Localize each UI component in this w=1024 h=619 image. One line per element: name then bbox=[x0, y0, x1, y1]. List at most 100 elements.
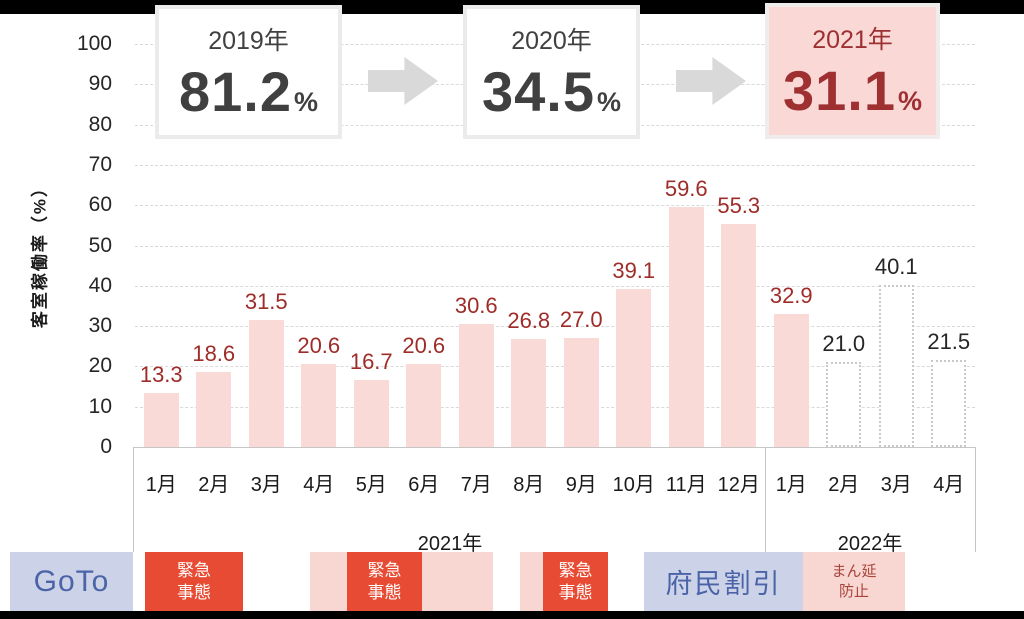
month-label-2021-9月: 9月 bbox=[565, 474, 597, 496]
month-label-2021-1月: 1月 bbox=[145, 474, 177, 496]
gridline-50 bbox=[135, 245, 975, 247]
timeline-band-kinkyu-jitai-2: 緊急 事態 bbox=[347, 552, 422, 611]
bar-2022-3月 bbox=[878, 285, 914, 447]
bar-value-label-2021-4月: 20.6 bbox=[297, 332, 341, 358]
bar-value-label-2022-2月: 21.0 bbox=[822, 331, 866, 357]
month-label-2022-3月: 3月 bbox=[880, 474, 912, 496]
y-tick-label-90: 90 bbox=[88, 72, 112, 96]
month-label-2021-11月: 11月 bbox=[665, 474, 707, 496]
bar-value-label-2021-10月: 39.1 bbox=[612, 258, 656, 284]
month-label-2021-7月: 7月 bbox=[460, 474, 492, 496]
bar-2021-7月 bbox=[458, 323, 494, 447]
percent-sign: % bbox=[596, 86, 621, 117]
band-label-line: 防止 bbox=[838, 582, 869, 600]
band-label-line: 緊急 bbox=[367, 561, 402, 581]
timeline-band-kinkyu-jitai-3: 緊急 事態 bbox=[543, 552, 608, 611]
month-label-2022-2月: 2月 bbox=[828, 474, 860, 496]
gridline-30 bbox=[135, 326, 975, 328]
y-tick-label-100: 100 bbox=[76, 32, 112, 55]
y-tick-label-50: 50 bbox=[88, 233, 112, 257]
month-label-2021-2月: 2月 bbox=[198, 474, 230, 496]
timeline-band-goto: GoTo bbox=[10, 552, 133, 611]
month-label-2021-10月: 10月 bbox=[612, 474, 655, 496]
bar-2021-11月 bbox=[668, 206, 704, 447]
timeline-band-manen-boshi-3: まん延 防止 bbox=[803, 552, 905, 611]
bar-value-label-2021-2月: 18.6 bbox=[192, 341, 236, 367]
bar-2022-4月 bbox=[931, 360, 967, 447]
summary-box-value: 81.2 bbox=[178, 59, 292, 123]
month-label-2021-4月: 4月 bbox=[303, 474, 335, 496]
bar-2021-4月 bbox=[301, 363, 337, 447]
y-tick-label-40: 40 bbox=[88, 273, 112, 297]
bar-2021-5月 bbox=[353, 379, 389, 447]
summary-box-2019: 2019年 81.2 % bbox=[155, 5, 342, 139]
y-tick-label-10: 10 bbox=[88, 394, 112, 418]
gridline-20 bbox=[135, 366, 975, 368]
bar-value-label-2021-1月: 13.3 bbox=[139, 362, 183, 388]
summary-box-value-row: 34.5 % bbox=[482, 59, 621, 124]
y-tick-label-20: 20 bbox=[88, 354, 112, 378]
percent-sign: % bbox=[897, 85, 922, 116]
gridline-10 bbox=[135, 406, 975, 408]
month-label-2021-8月: 8月 bbox=[513, 474, 545, 496]
bar-value-label-2021-6月: 20.6 bbox=[402, 332, 446, 358]
y-axis-title: 客室稼働率（%） bbox=[30, 177, 50, 329]
bar-value-label-2021-8月: 26.8 bbox=[507, 307, 551, 333]
bar-2022-2月 bbox=[826, 362, 862, 447]
year-label-2021年: 2021年 bbox=[417, 533, 483, 555]
timeline-band-manen-boshi-2 bbox=[520, 552, 543, 611]
bar-2021-2月 bbox=[196, 372, 232, 447]
band-label-line: 事態 bbox=[367, 582, 402, 602]
bar-2022-1月 bbox=[773, 314, 809, 447]
band-label-line: 事態 bbox=[177, 582, 211, 602]
y-tick-label-30: 30 bbox=[88, 314, 112, 338]
bar-value-label-2021-12月: 55.3 bbox=[717, 193, 761, 219]
gridline-70 bbox=[135, 164, 975, 166]
x-axis-line bbox=[133, 447, 975, 448]
month-label-2021-3月: 3月 bbox=[250, 474, 282, 496]
month-label-2021-6月: 6月 bbox=[408, 474, 440, 496]
axis-separator-0 bbox=[133, 447, 134, 552]
summary-box-2020: 2020年 34.5 % bbox=[463, 5, 640, 139]
y-tick-label-0: 0 bbox=[100, 435, 112, 458]
band-label-line: 緊急 bbox=[558, 561, 593, 581]
axis-separator-2 bbox=[975, 447, 976, 552]
gridline-40 bbox=[135, 285, 975, 287]
bar-value-label-2022-4月: 21.5 bbox=[927, 329, 971, 355]
month-label-2021-12月: 12月 bbox=[717, 474, 760, 496]
year-label-2022年: 2022年 bbox=[837, 533, 903, 555]
month-label-2022-4月: 4月 bbox=[933, 474, 965, 496]
y-tick-label-60: 60 bbox=[88, 193, 112, 217]
gridline-60 bbox=[135, 205, 975, 207]
bar-value-label-2021-11月: 59.6 bbox=[664, 175, 708, 201]
bar-2021-9月 bbox=[563, 338, 599, 447]
y-tick-label-80: 80 bbox=[88, 112, 112, 136]
band-label-line: まん延 bbox=[831, 563, 877, 580]
summary-box-2021: 2021年 31.1 % bbox=[765, 3, 940, 139]
bar-2021-8月 bbox=[511, 338, 547, 447]
summary-box-value-row: 31.1 % bbox=[783, 58, 922, 123]
month-label-2021-5月: 5月 bbox=[355, 474, 387, 496]
bar-2021-6月 bbox=[406, 363, 442, 447]
summary-box-year: 2020年 bbox=[511, 26, 592, 55]
month-label-2022-1月: 1月 bbox=[775, 474, 807, 496]
bar-value-label-2022-3月: 40.1 bbox=[874, 254, 918, 280]
bar-value-label-2021-5月: 16.7 bbox=[349, 348, 393, 374]
summary-box-value: 34.5 bbox=[481, 59, 595, 123]
summary-box-year: 2021年 bbox=[812, 25, 893, 54]
summary-box-value-row: 81.2 % bbox=[179, 59, 318, 124]
summary-box-year: 2019年 bbox=[208, 26, 289, 55]
bar-2021-3月 bbox=[248, 320, 284, 447]
percent-sign: % bbox=[293, 86, 318, 117]
summary-box-value: 31.1 bbox=[782, 58, 896, 122]
bar-2021-1月 bbox=[143, 393, 179, 447]
bar-value-label-2021-7月: 30.6 bbox=[454, 292, 498, 318]
y-tick-label-70: 70 bbox=[88, 152, 112, 176]
timeline-band-fumin-waribiki: 府民割引 bbox=[644, 552, 803, 611]
band-label-line: 事態 bbox=[558, 582, 593, 602]
timeline-band-kinkyu-jitai-1: 緊急 事態 bbox=[145, 552, 243, 611]
bar-value-label-2022-1月: 32.9 bbox=[769, 283, 813, 309]
axis-separator-1 bbox=[765, 447, 766, 552]
bar-2021-12月 bbox=[721, 224, 757, 447]
